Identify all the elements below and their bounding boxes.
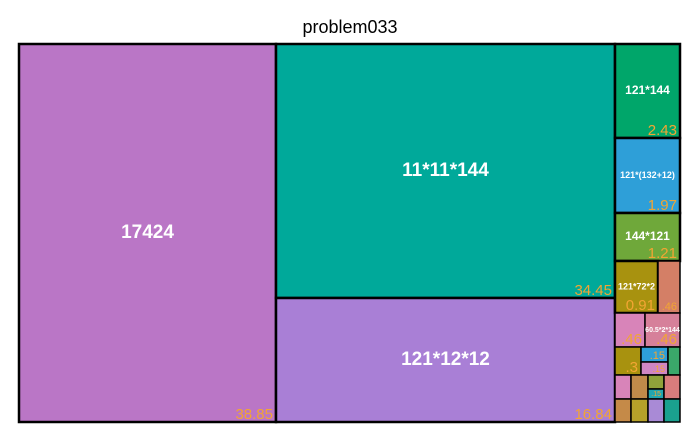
treemap-tile-rect — [613, 42, 682, 140]
treemap-tile: 17424 38.85 — [17, 42, 278, 424]
treemap-tile-label: 11*11*144 — [402, 160, 489, 181]
treemap-tile-label: 60.5*2*144 — [645, 327, 680, 334]
treemap-tile: 144*121 1.21 — [613, 211, 682, 263]
treemap-tile-value: .15 — [650, 350, 665, 362]
treemap-tile-rect — [613, 259, 660, 315]
treemap-tile: 121*12*12 16.84 — [274, 296, 617, 424]
treemap-tile-label: 121*72*2 — [618, 281, 655, 291]
treemap-tile: .3 — [614, 346, 642, 376]
treemap-tile — [630, 398, 649, 423]
treemap-tile: 11*11*144 34.45 — [274, 42, 617, 300]
treemap-tile: 121*144 2.43 — [613, 42, 682, 140]
treemap-tile: 60.5*2*144.46 — [644, 312, 681, 348]
treemap-tile-value: 1.97 — [648, 197, 677, 214]
treemap-tile-value: 34.45 — [574, 282, 612, 299]
treemap-tile: 121*72*2 0.91 — [613, 259, 660, 315]
treemap-tile: .15 — [640, 361, 669, 376]
treemap-tile — [614, 398, 632, 423]
treemap-tile-value: 38.85 — [235, 406, 273, 423]
treemap-tile-value: .15 — [651, 391, 661, 398]
chart-title: problem033 — [302, 17, 398, 37]
treemap-tile-rect — [647, 398, 665, 423]
treemap-tile-label: 121*(132+12) — [620, 170, 675, 180]
treemap-tile-value: .46 — [621, 331, 642, 348]
treemap-tile-rect — [667, 346, 681, 376]
treemap-tile-value: 2.43 — [648, 122, 677, 139]
treemap-tile-value: .46 — [656, 331, 677, 348]
treemap-tile — [663, 398, 681, 423]
treemap-tile-label: 144*121 — [625, 229, 670, 243]
treemap-tile-label: 121*12*12 — [401, 349, 490, 370]
treemap-tile — [647, 398, 665, 423]
treemap-tile-rect — [663, 398, 681, 423]
treemap-tile-rect — [613, 211, 682, 263]
treemap-tile-rect — [630, 398, 649, 423]
treemap-tile — [630, 374, 649, 400]
treemap-tile: .46 — [657, 260, 681, 314]
treemap-tile: .15 — [647, 388, 665, 400]
treemap-tile — [667, 346, 681, 376]
treemap-tile-value: 16.84 — [574, 406, 612, 423]
treemap-tile-value: 0.91 — [626, 297, 655, 314]
treemap-tile-rect — [644, 312, 681, 348]
treemap-tile-value: .3 — [625, 359, 638, 376]
treemap-tile — [647, 374, 665, 390]
treemap-tile-value: 1.21 — [648, 245, 677, 262]
treemap-tile-rect — [630, 374, 649, 400]
treemap-tile: 121*(132+12) 1.97 — [613, 136, 682, 215]
treemap-tile-label: 17424 — [121, 222, 174, 243]
treemap-tile-rect — [614, 398, 632, 423]
treemap-tile — [614, 374, 632, 400]
treemap-tile-value: .15 — [652, 364, 665, 374]
treemap-tile-value: .46 — [662, 301, 677, 313]
treemap-tile-rect — [614, 374, 632, 400]
treemap-tile — [663, 374, 681, 400]
treemap-tile: .15 — [640, 346, 669, 363]
treemap-tile-label: 121*144 — [625, 83, 670, 97]
treemap-tile: .46 — [614, 312, 646, 348]
treemap-tile-rect — [663, 374, 681, 400]
treemap-tile-rect — [647, 374, 665, 390]
